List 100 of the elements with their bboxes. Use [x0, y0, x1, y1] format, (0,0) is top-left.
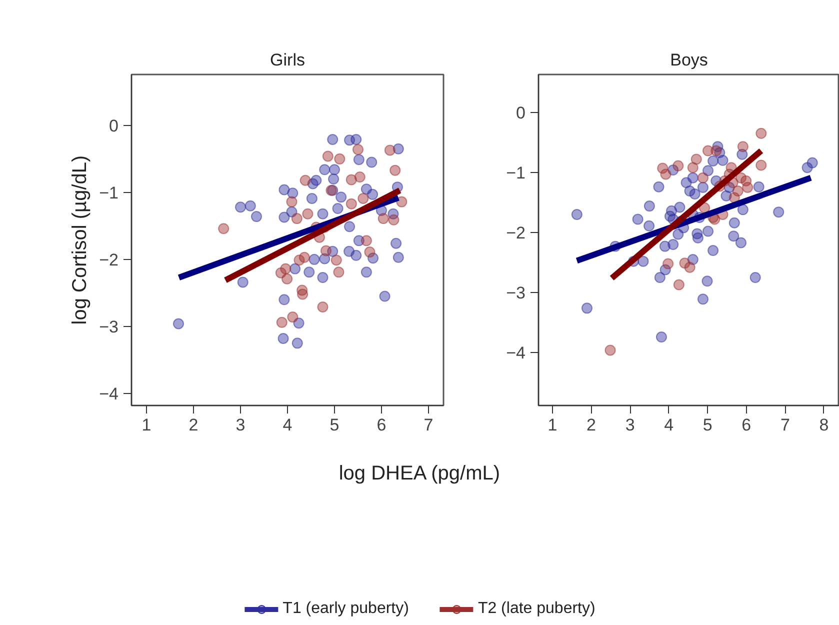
point [354, 172, 366, 183]
y-tick-label: −1 [506, 163, 526, 182]
point [390, 164, 401, 176]
point [672, 160, 684, 172]
point [660, 168, 672, 180]
point [632, 214, 644, 225]
legend-label: T1 (early puberty) [282, 600, 409, 618]
y-tick-label: 0 [516, 103, 526, 122]
point [388, 214, 400, 226]
point [360, 266, 372, 278]
point [332, 203, 344, 214]
y-tick-label: −4 [99, 384, 119, 404]
chart-title: Boys [670, 50, 708, 70]
point [280, 263, 292, 274]
point [689, 188, 700, 200]
point [697, 294, 708, 305]
x-tick-label: 6 [742, 416, 752, 434]
point [350, 134, 362, 145]
point [328, 164, 340, 176]
point [687, 162, 698, 174]
point [687, 172, 698, 184]
point [278, 294, 290, 306]
y-axis-title: log Cortisol (µg/dL) [69, 155, 92, 325]
point [737, 204, 748, 216]
point [732, 186, 744, 197]
point [322, 150, 334, 162]
point [390, 238, 402, 249]
x-axis-title: log DHEA (pg/mL) [338, 462, 500, 484]
x-tick-label: 3 [625, 416, 635, 434]
x-tick-label: 1 [142, 416, 152, 434]
point [656, 332, 667, 343]
point [384, 144, 396, 156]
point [278, 212, 290, 223]
point [287, 188, 298, 199]
x-tick-label: 4 [282, 416, 292, 434]
point [756, 128, 767, 139]
point [304, 266, 315, 278]
point [308, 254, 320, 265]
y-tick-label: −3 [99, 317, 119, 336]
x-tick-label: 4 [664, 416, 674, 434]
point [379, 290, 390, 302]
y-tick-label: −3 [506, 284, 526, 303]
point [396, 196, 408, 208]
point [344, 246, 355, 257]
point [367, 188, 378, 200]
point [638, 256, 649, 267]
point [702, 276, 713, 287]
x-tick-label: 3 [236, 416, 246, 434]
point [358, 192, 369, 204]
point [750, 272, 761, 284]
x-tick-label: 6 [376, 416, 386, 434]
point [306, 192, 318, 204]
point [320, 245, 332, 256]
y-tick-label: −1 [99, 183, 119, 202]
point [392, 252, 404, 263]
point [378, 213, 389, 224]
chart-title: Girls [270, 50, 305, 70]
point [218, 223, 230, 234]
point [336, 192, 347, 203]
point [702, 226, 714, 237]
point [742, 182, 754, 193]
x-tick-label: 7 [780, 416, 790, 434]
point [278, 333, 289, 344]
point [690, 154, 702, 165]
y-tick-label: −2 [99, 250, 119, 270]
point [346, 174, 357, 186]
point [352, 144, 364, 156]
point [728, 230, 740, 242]
x-tick-label: 5 [330, 416, 340, 434]
point [250, 211, 262, 222]
point [702, 165, 714, 176]
point [278, 184, 290, 196]
y-tick-label: 0 [109, 116, 119, 136]
point [697, 172, 708, 184]
point [287, 312, 298, 323]
point [753, 181, 764, 192]
point [286, 196, 298, 208]
point [668, 239, 679, 250]
point [327, 134, 338, 145]
point [604, 344, 616, 356]
point [710, 145, 722, 156]
point [360, 235, 372, 246]
x-tick-label: 5 [702, 416, 712, 434]
point [708, 245, 719, 256]
point [737, 141, 748, 152]
point [244, 200, 256, 212]
point [692, 232, 704, 244]
point [334, 153, 346, 164]
point [300, 174, 311, 186]
y-tick-label: −2 [506, 223, 526, 242]
point [291, 213, 302, 224]
point [673, 279, 684, 290]
point [728, 217, 740, 228]
point [674, 202, 686, 213]
point [330, 254, 342, 266]
point [806, 157, 818, 168]
point [644, 220, 655, 232]
point [735, 237, 746, 248]
point [319, 164, 330, 176]
point [653, 181, 664, 192]
